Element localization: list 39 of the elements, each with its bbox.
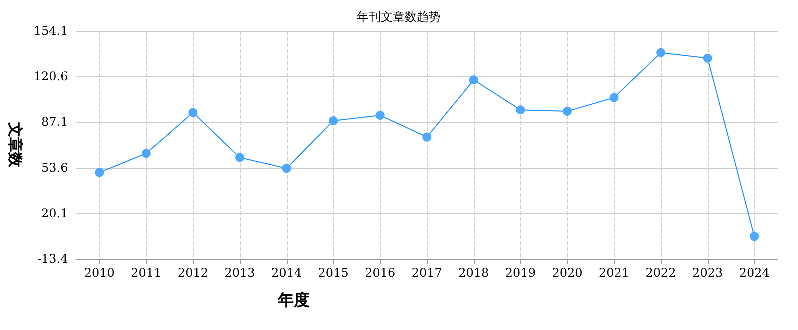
y-tick-label: 20.1 [42, 206, 68, 220]
x-tick-label: 2024 [739, 266, 770, 280]
y-axis-title: 文章数 [6, 122, 24, 168]
point [142, 149, 151, 158]
point [610, 93, 619, 102]
y-tick-label: 87.1 [42, 115, 68, 130]
chart-title: 年刊文章数趋势 [357, 10, 441, 24]
point [236, 153, 244, 162]
x-tick-label: 2019 [505, 266, 536, 280]
point [329, 116, 338, 126]
x-tick-label: 2014 [272, 266, 302, 280]
point [469, 76, 478, 85]
point [376, 111, 385, 120]
y-tick-label: 53.6 [42, 160, 68, 175]
x-tick-label: 2021 [598, 266, 630, 280]
y-tick-label: 120.6 [34, 70, 68, 84]
point [703, 54, 712, 63]
x-tick-label: 2022 [646, 266, 676, 280]
y-tick-label: 154.1 [34, 24, 68, 38]
point [95, 168, 104, 178]
x-tick-label: 2013 [224, 266, 256, 280]
point [562, 106, 572, 116]
x-tick-label: 2016 [365, 266, 396, 280]
x-tick-label: 2023 [692, 266, 724, 280]
point [188, 108, 198, 118]
x-tick-label: 2012 [178, 266, 208, 280]
x-tick-label: 2020 [552, 266, 583, 280]
x-tick-label: 2010 [84, 266, 115, 280]
point [656, 48, 666, 58]
x-tick-label: 2015 [318, 266, 349, 280]
point [282, 164, 292, 174]
point [516, 106, 526, 115]
x-tick-label: 2017 [412, 266, 442, 280]
y-tick-label: -13.4 [37, 252, 69, 266]
point [750, 232, 760, 242]
x-tick-label: 2018 [458, 266, 490, 280]
x-tick-label: 2011 [131, 266, 162, 280]
x-axis-title: 年度 [277, 290, 310, 310]
point [422, 132, 432, 142]
